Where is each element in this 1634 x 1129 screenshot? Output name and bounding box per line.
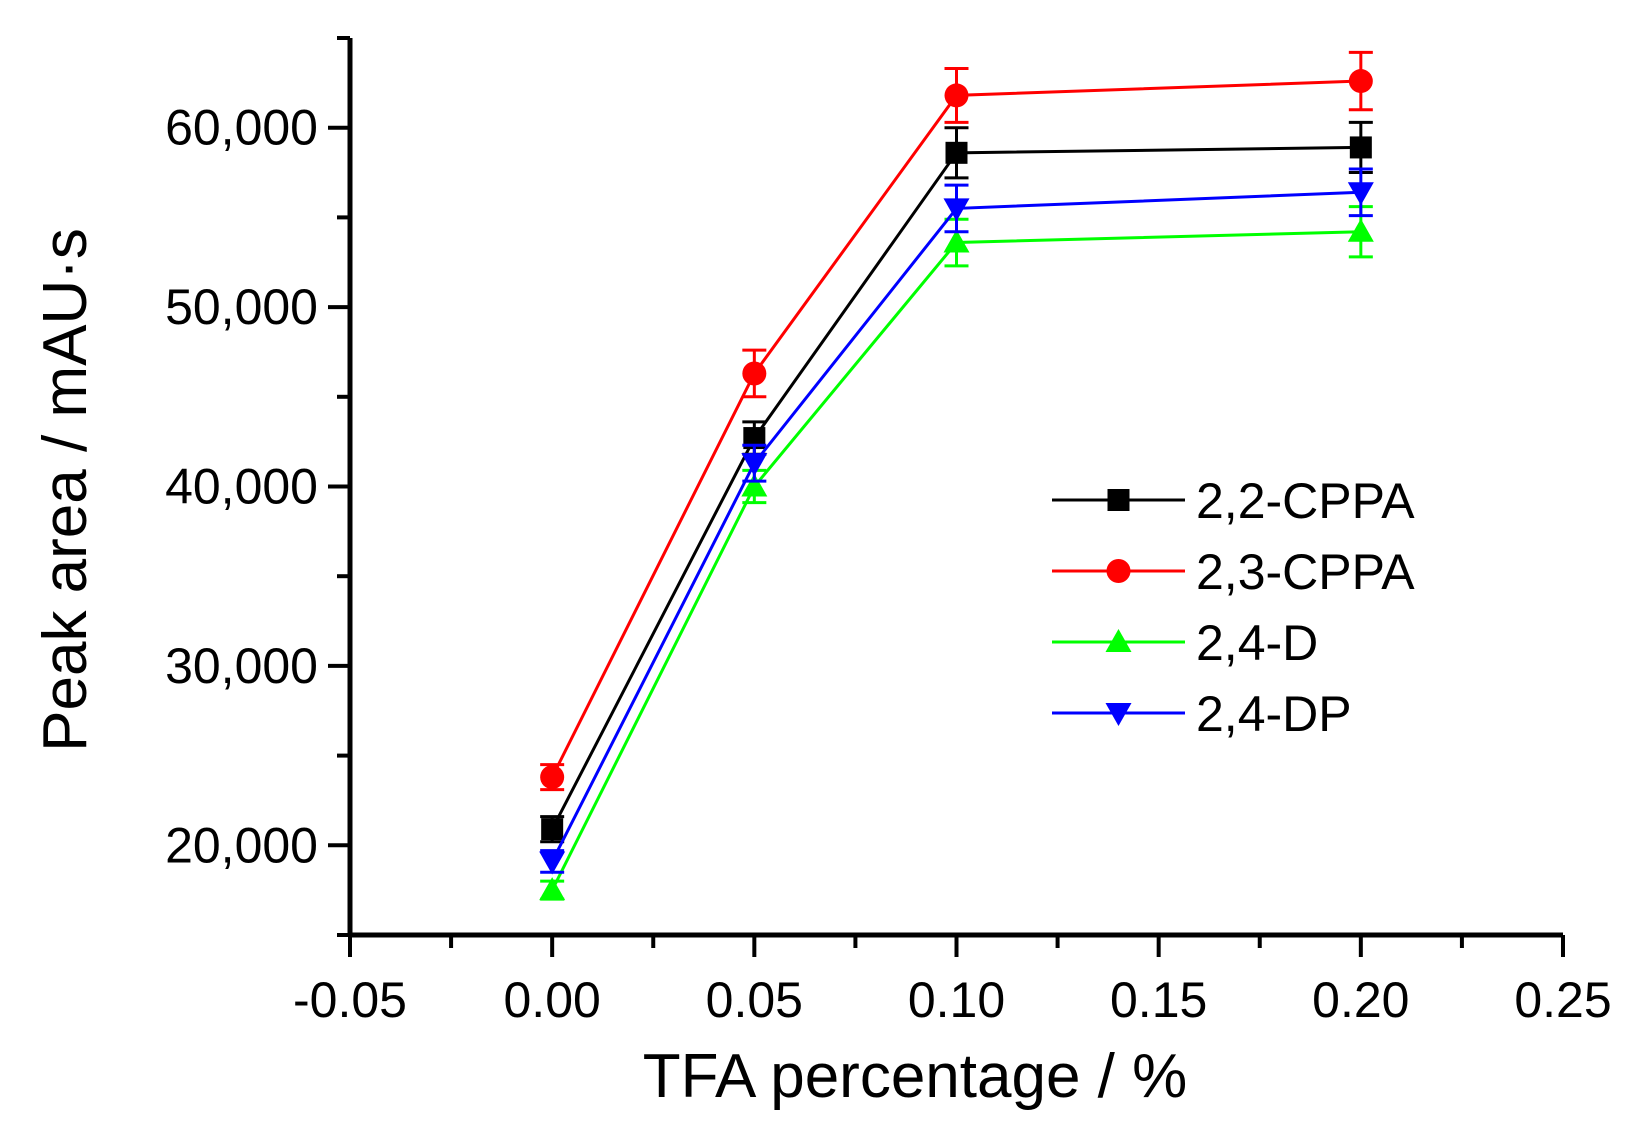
legend-label: 2,4-D [1196, 615, 1318, 671]
data-point [741, 453, 768, 477]
y-tick-label: 30,000 [165, 638, 318, 694]
series-line [550, 145, 1361, 830]
data-point [742, 361, 767, 386]
x-tick-label: 0.10 [908, 972, 1005, 1028]
data-point [741, 473, 768, 497]
legend-entry: 2,4-DP [1052, 686, 1352, 742]
data-point [1347, 218, 1374, 242]
legend-label: 2,4-DP [1196, 686, 1352, 742]
legend-entry: 2,2-CPPA [1052, 473, 1415, 529]
y-tick-label: 40,000 [165, 459, 318, 515]
legend-entry: 2,4-D [1052, 615, 1318, 671]
y-tick-label: 60,000 [165, 100, 318, 156]
data-point [943, 229, 970, 253]
series-line [550, 79, 1361, 778]
data-point [539, 877, 566, 901]
series-line [550, 190, 1361, 863]
legend-entry: 2,3-CPPA [1052, 544, 1415, 600]
legend-marker [1105, 629, 1132, 652]
x-tick-label: 0.00 [504, 972, 601, 1028]
data-point [1349, 136, 1372, 159]
data-point [743, 427, 766, 450]
legend-marker [1105, 703, 1132, 726]
legend-label: 2,3-CPPA [1196, 544, 1415, 600]
data-point [540, 765, 565, 790]
series-2,2-CPPA [540, 120, 1373, 844]
x-tick-label: 0.25 [1514, 972, 1611, 1028]
data-point [945, 141, 968, 164]
x-tick-label: 0.20 [1312, 972, 1409, 1028]
x-axis-title: TFA percentage / % [643, 1042, 1188, 1111]
series-line [550, 230, 1361, 891]
data-point [944, 83, 969, 108]
data-point [943, 198, 970, 222]
legend-marker [1106, 559, 1131, 583]
axes: -0.05 0.00 0.05 0.10 0.15 0.20 0.25 20,000 30,00… [165, 36, 1612, 1028]
series-2,3-CPPA [540, 50, 1373, 792]
legend-marker [1107, 489, 1130, 511]
legend: 2,2-CPPA 2,3-CPPA 2,4-D 2,4-DP [1052, 473, 1415, 742]
data-point [539, 851, 566, 875]
series-2,4-DP [539, 167, 1374, 875]
data-point [541, 818, 564, 841]
data-point [1347, 182, 1374, 206]
x-tick-label: -0.05 [293, 972, 407, 1028]
y-axis-title: Peak area / mAU·s [31, 228, 100, 752]
y-tick-label: 20,000 [165, 817, 318, 873]
data-point [1348, 69, 1373, 94]
y-tick-label: 50,000 [165, 279, 318, 335]
series-layer [539, 50, 1374, 901]
x-tick-label: 0.05 [706, 972, 803, 1028]
legend-label: 2,2-CPPA [1196, 473, 1415, 529]
x-tick-label: 0.15 [1110, 972, 1207, 1028]
